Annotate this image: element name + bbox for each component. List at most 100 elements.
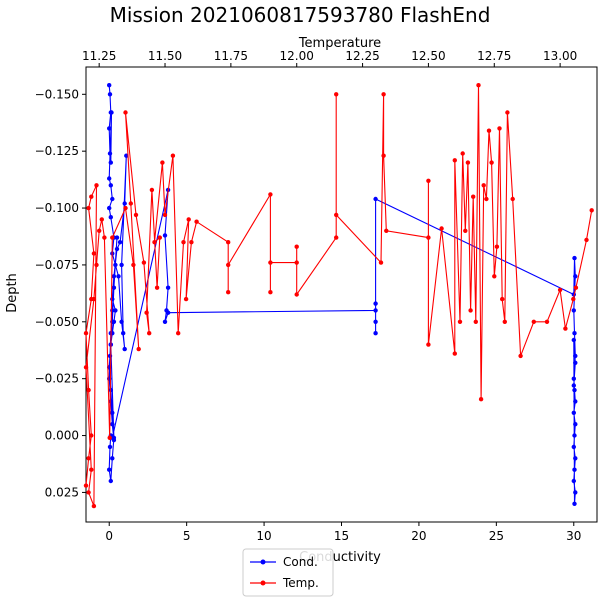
data-point-temp [268,192,273,197]
data-point-temp [144,310,149,315]
data-point-cond [110,410,115,415]
data-point-temp [460,151,465,156]
data-point-temp [473,319,478,324]
data-point-cond [573,456,578,461]
x-bottom-tick-label: 20 [411,529,426,543]
data-point-cond [119,319,124,324]
data-point-temp [452,351,457,356]
data-point-cond [117,240,123,245]
series-line-temp [85,85,593,507]
x-top-tick-label: 11.50 [148,49,182,63]
data-point-temp [502,319,507,324]
data-point-temp [147,331,152,336]
data-point-cond [108,215,114,220]
data-point-temp [133,212,139,218]
data-point-cond [572,467,577,472]
y-tick-label: −0.025 [35,372,79,386]
y-tick-label: −0.075 [35,258,79,272]
data-point-temp [557,287,563,293]
data-point-temp [489,160,494,165]
data-point-temp [154,285,160,290]
data-point-temp [426,342,431,347]
data-point-temp [510,196,515,202]
data-point-temp [481,183,486,188]
y-axis-label: Depth [5,273,20,313]
data-point-temp [194,219,199,224]
data-point-cond [573,360,578,365]
x-top-tick-label: 12.75 [477,49,511,63]
data-point-temp [584,237,589,243]
data-point-cond [162,319,168,324]
data-point-temp [334,212,339,218]
data-point-cond [121,331,126,336]
data-point-cond [108,183,114,188]
data-point-cond [571,308,576,313]
data-point-cond [571,478,576,484]
data-point-temp [186,217,191,222]
data-point-temp [226,290,231,295]
data-point-temp [500,296,505,302]
data-point-cond [573,274,578,279]
data-point-temp [94,183,99,188]
x-bottom-tick-label: 10 [256,529,271,543]
data-point-cond [114,235,120,240]
data-point-cond [107,83,112,88]
x-top-tick-label: 12.50 [411,49,445,63]
chart-title: Mission 2021060817593780 FlashEnd [110,3,491,27]
data-point-temp [268,290,273,295]
data-point-temp [294,244,299,249]
y-tick-label: 0.025 [45,485,79,499]
data-point-temp [86,387,91,393]
data-point-cond [573,399,578,404]
data-point-cond [572,433,577,438]
data-point-cond [571,383,576,388]
data-point-cond [114,246,120,252]
data-point-temp [471,194,476,199]
data-point-cond [107,92,113,97]
data-point-cond [111,285,117,290]
data-point-temp [83,483,89,488]
data-point-temp [110,235,115,240]
data-point-cond [571,337,576,343]
data-point-temp [128,201,133,206]
data-point-temp [468,308,473,313]
data-point-temp [571,296,576,302]
data-point-cond [165,285,171,290]
data-point-temp [86,456,91,461]
data-point-cond [571,444,576,450]
data-point-cond [373,308,378,313]
data-point-cond [107,205,112,211]
data-point-temp [563,326,568,331]
data-point-temp [294,292,299,297]
data-point-cond [107,126,112,131]
data-point-cond [107,151,113,156]
data-point-temp [181,240,186,245]
data-point-temp [478,397,484,402]
data-point-cond [116,274,121,279]
data-point-cond [107,353,113,359]
data-point-cond [107,176,112,181]
x-bottom-tick-label: 30 [566,529,581,543]
data-point-temp [89,194,94,199]
data-point-temp [589,208,594,213]
data-point-temp [518,353,523,359]
data-point-temp [378,260,384,265]
data-point-cond [119,262,124,268]
data-point-cond [110,296,115,302]
data-point-temp [334,92,339,97]
y-tick-label: −0.150 [35,87,79,101]
data-point-cond [373,196,378,202]
data-point-temp [83,331,89,336]
data-point-cond [122,346,127,352]
data-point-temp [452,158,457,163]
data-point-temp [91,503,97,509]
data-point-temp [91,251,97,256]
data-point-temp [334,235,339,240]
data-point-cond [110,422,115,427]
data-point-temp [531,319,536,324]
data-point-temp [160,160,165,165]
data-point-temp [123,110,128,115]
data-point-temp [183,296,189,302]
data-point-temp [426,178,431,183]
